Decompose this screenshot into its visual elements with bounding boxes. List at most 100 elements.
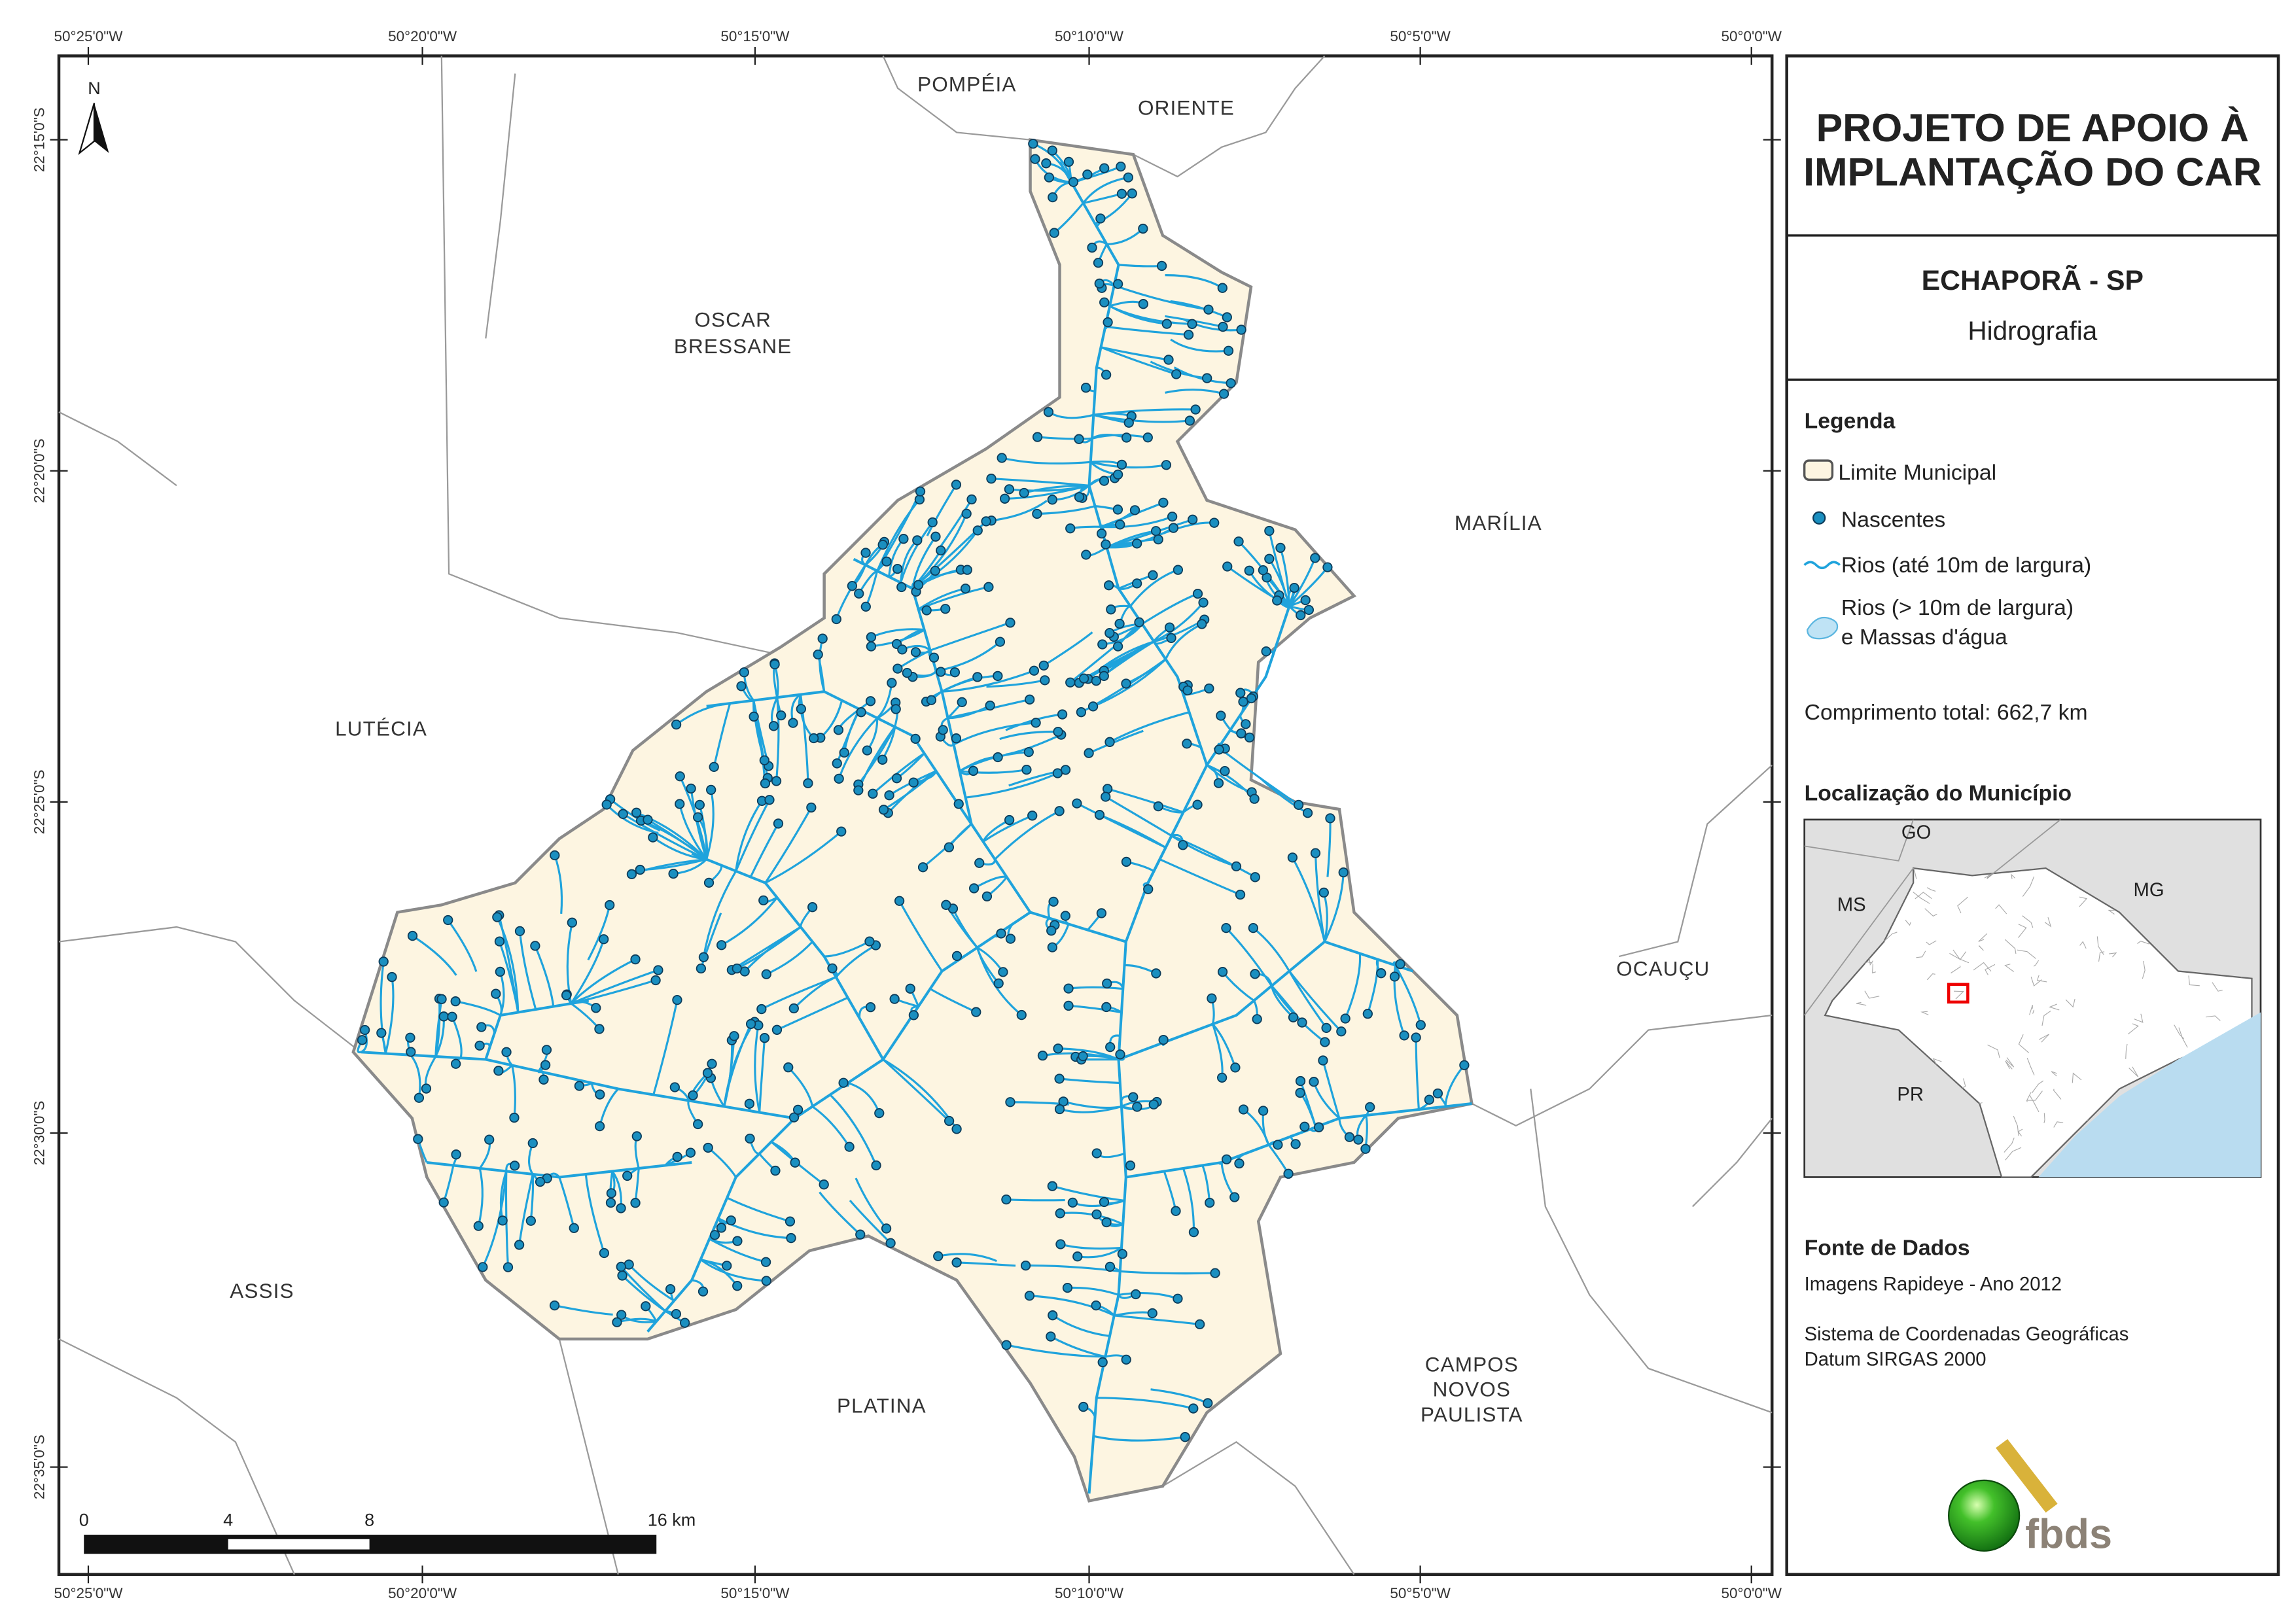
tributary [652,836,707,861]
river [1087,823,1179,1494]
tributary [758,1038,766,1113]
panel-frame [1785,54,2280,1577]
spring [616,1203,626,1213]
theme: Hidrografia [1968,316,2097,346]
spring [631,807,642,818]
tributary [752,700,767,784]
tributary [938,1253,997,1263]
tributary [870,628,925,638]
tributary [679,803,707,860]
spring [995,637,1006,647]
spring [706,784,716,795]
spring [1295,1075,1306,1087]
spring [1310,848,1321,858]
spring [1222,312,1232,323]
spring [1336,1026,1347,1037]
spring [761,1276,771,1286]
spring [1250,969,1260,979]
tributary [1088,729,1144,754]
spring [1289,582,1299,593]
tributary [699,1259,767,1282]
spring [1244,565,1254,576]
tributary [622,812,707,861]
spring [844,1142,855,1152]
spring [549,1300,560,1311]
spring [1054,1104,1065,1115]
spring [1164,622,1175,633]
spring [1210,1268,1220,1278]
longitude-label: 50°10'0"W [1055,28,1124,44]
municipal-line [1926,940,1937,945]
spring [693,812,703,822]
spring [574,1081,585,1091]
spring [807,902,818,913]
tributary [819,1191,861,1236]
tributary [982,814,1033,843]
tributary [434,999,443,1057]
municipal-line [2005,1057,2015,1068]
spring [1046,1331,1056,1342]
arrow-half [94,103,109,153]
tributary [1101,346,1169,361]
spring [1273,1140,1283,1150]
spring [1095,213,1106,224]
municipal-line [2026,1058,2035,1075]
coordinate-labels: 50°25'0"W 50°25'0"W 50°20'0"W 50°20'0"W 50°1… [31,28,1782,1601]
spring [1032,508,1042,519]
spring [1297,1017,1307,1028]
side-panel: PROJETO DE APOIO À IMPLANTAÇÃO DO CAR EC… [1785,54,2280,1577]
tributary [752,700,766,761]
spring [675,799,685,809]
municipal-line [2033,960,2040,967]
spring [669,1082,680,1092]
legend-label: Rios (até 10m de largura) [1841,553,2091,578]
spring [803,778,813,788]
municipal-line [2031,1080,2044,1094]
municipal-line [1985,964,1996,975]
spring [1166,633,1176,643]
place-label: CAMPOS [1425,1352,1519,1376]
spring [941,899,951,910]
spring [1091,1148,1102,1159]
spring [1057,709,1068,720]
tributary [1029,1295,1115,1317]
spring [1283,1168,1294,1179]
spring [887,678,897,688]
spring [838,1077,849,1088]
spring [474,1040,485,1051]
tributary [410,1054,421,1098]
tributary [584,1174,605,1253]
spring [1188,1403,1199,1414]
legend-swatch [1812,511,1826,525]
municipal-line [1911,868,1917,879]
spring [997,453,1007,463]
spring [716,1223,727,1233]
spring [569,1223,579,1233]
tributary [1182,1168,1195,1232]
tributary [849,1199,892,1244]
spring [1029,665,1040,676]
spring [1344,1132,1355,1142]
river [691,852,885,1060]
spring [968,883,980,894]
spring [1272,595,1282,606]
spring [679,1318,690,1328]
spring [881,1223,892,1234]
spring [902,667,912,678]
tributary [764,807,813,884]
spring [891,704,901,714]
tributary [1036,505,1095,515]
border [882,56,1031,141]
spring [1115,519,1125,530]
tributary [1323,872,1345,943]
tributary [384,977,395,1054]
tributary [412,935,457,976]
title-line: PROJETO DE APOIO À [1816,105,2249,150]
tributary [855,1178,887,1229]
spring [709,761,719,772]
longitude-label: 50°5'0"W [1390,28,1451,44]
spring [739,667,749,678]
spring [874,1108,885,1119]
spring [484,1134,495,1145]
spring [940,604,951,614]
